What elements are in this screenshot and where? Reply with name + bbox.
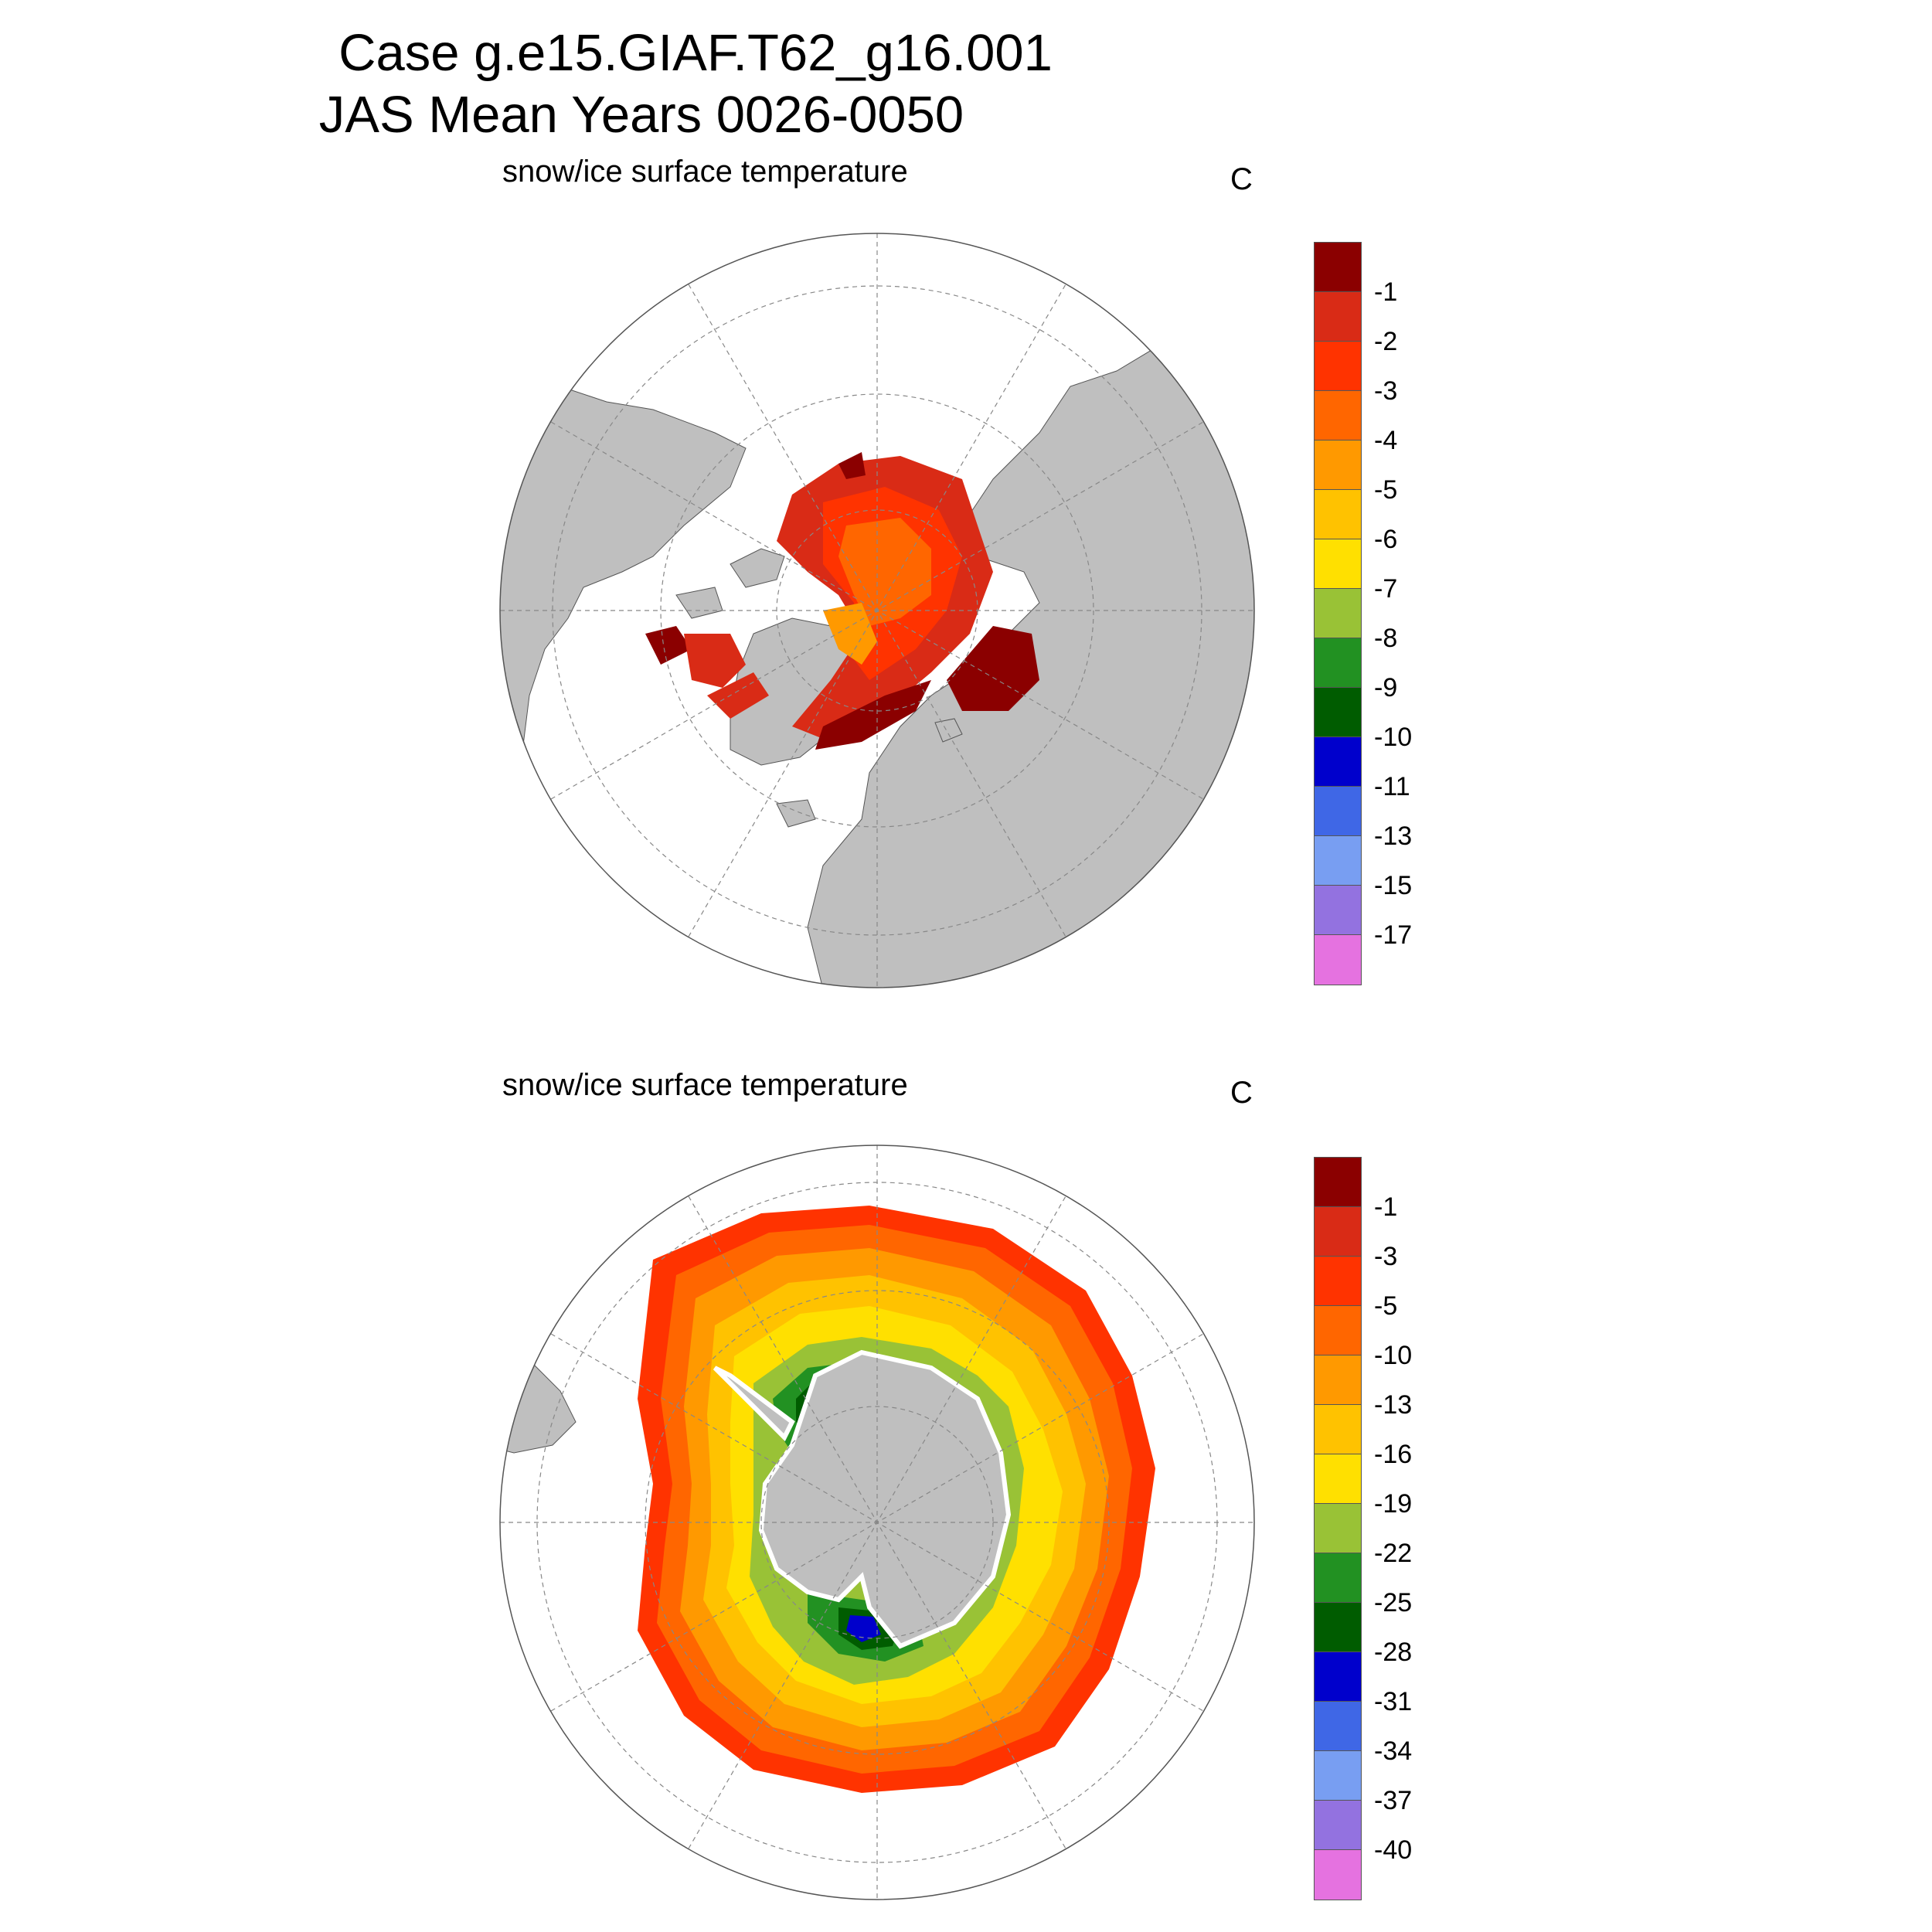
colorbar-swatch <box>1315 935 1361 985</box>
north-polar-map <box>499 233 1255 988</box>
cbar-south-tick: -25 <box>1374 1588 1413 1617</box>
north-graticule <box>500 233 1254 988</box>
colorbar-north-ticks: -1 -2 -3 -4 -5 -6 -7 -8 -9 -10 -11 -13 -… <box>1374 267 1412 960</box>
colorbar-swatch <box>1315 1702 1361 1751</box>
cbar-south-tick: -19 <box>1374 1489 1413 1519</box>
colorbar-swatch <box>1315 886 1361 935</box>
cbar-north-tick: -1 <box>1374 277 1398 307</box>
colorbar-south <box>1314 1157 1362 1900</box>
cbar-north-tick: -13 <box>1374 821 1413 851</box>
cbar-north-tick: -8 <box>1374 624 1398 653</box>
ice-region-edge-nw <box>838 452 866 479</box>
colorbar-swatch <box>1315 1306 1361 1355</box>
colorbar-swatch <box>1315 1504 1361 1553</box>
colorbar-swatch <box>1315 1405 1361 1454</box>
colorbar-south-ticks: -1 -3 -5 -10 -13 -16 -19 -22 -25 -28 -31… <box>1374 1182 1412 1875</box>
colorbar-swatch <box>1315 787 1361 836</box>
cbar-south-tick: -16 <box>1374 1440 1413 1469</box>
cbar-south-tick: -34 <box>1374 1736 1413 1766</box>
colorbar-swatch <box>1315 737 1361 787</box>
colorbar-swatch <box>1315 292 1361 342</box>
cbar-north-tick: -11 <box>1374 772 1410 801</box>
colorbar-swatch <box>1315 836 1361 886</box>
colorbar-swatch <box>1315 688 1361 737</box>
north-ice-field <box>645 452 1039 750</box>
ice-region-baffin <box>707 672 769 719</box>
cbar-north-tick: -6 <box>1374 525 1398 554</box>
cbar-north-tick: -9 <box>1374 673 1398 702</box>
colorbar-swatch <box>1315 1553 1361 1603</box>
cbar-north-tick: -7 <box>1374 574 1398 604</box>
colorbar-swatch <box>1315 1454 1361 1504</box>
colorbar-swatch <box>1315 440 1361 490</box>
colorbar-north <box>1314 242 1362 985</box>
ice-region-edge-s <box>815 680 931 750</box>
cbar-south-tick: -10 <box>1374 1341 1413 1370</box>
figure-title-case: Case g.e15.GIAF.T62_g16.001 <box>338 24 1053 82</box>
cbar-north-tick: -15 <box>1374 871 1413 900</box>
cbar-south-tick: -1 <box>1374 1192 1398 1222</box>
ice-region-hudson-2 <box>684 634 746 688</box>
cbar-south-tick: -31 <box>1374 1687 1413 1716</box>
colorbar-swatch <box>1315 539 1361 589</box>
panel1-title: snow/ice surface temperature <box>502 155 908 189</box>
cbar-north-tick: -17 <box>1374 920 1413 950</box>
colorbar-swatch <box>1315 1158 1361 1207</box>
cbar-south-tick: -5 <box>1374 1291 1398 1321</box>
colorbar-swatch <box>1315 1603 1361 1652</box>
ice-region-hudson <box>645 626 692 665</box>
colorbar-swatch <box>1315 342 1361 391</box>
antarctica-land <box>713 1349 1012 1649</box>
cbar-south-tick: -3 <box>1374 1242 1398 1271</box>
cbar-north-tick: -2 <box>1374 327 1398 356</box>
colorbar-swatch <box>1315 1751 1361 1801</box>
cbar-north-tick: -3 <box>1374 376 1398 406</box>
colorbar-swatch <box>1315 243 1361 292</box>
colorbar-swatch <box>1315 1850 1361 1900</box>
colorbar-swatch <box>1315 490 1361 539</box>
panel2-unit: C <box>1230 1076 1253 1110</box>
cbar-south-tick: -28 <box>1374 1638 1413 1667</box>
ice-region-edge-ne <box>947 626 1039 711</box>
colorbar-swatch <box>1315 589 1361 638</box>
ice-region-core <box>838 518 931 626</box>
colorbar-swatch <box>1315 1355 1361 1405</box>
cbar-south-tick: -13 <box>1374 1390 1413 1420</box>
colorbar-swatch <box>1315 1801 1361 1850</box>
south-graticule <box>500 1145 1254 1900</box>
cbar-north-tick: -10 <box>1374 723 1413 752</box>
colorbar-swatch <box>1315 1257 1361 1306</box>
cbar-south-tick: -40 <box>1374 1835 1413 1865</box>
south-polar-map <box>499 1145 1255 1900</box>
cbar-north-tick: -4 <box>1374 426 1398 455</box>
colorbar-swatch <box>1315 1652 1361 1702</box>
figure-title-period: JAS Mean Years 0026-0050 <box>318 86 964 144</box>
panel2-title: snow/ice surface temperature <box>502 1068 908 1102</box>
panel1-unit: C <box>1230 162 1253 196</box>
colorbar-swatch <box>1315 391 1361 440</box>
colorbar-swatch <box>1315 1207 1361 1257</box>
cbar-south-tick: -22 <box>1374 1539 1413 1568</box>
cbar-north-tick: -5 <box>1374 475 1398 505</box>
colorbar-swatch <box>1315 638 1361 688</box>
cbar-south-tick: -37 <box>1374 1786 1413 1815</box>
